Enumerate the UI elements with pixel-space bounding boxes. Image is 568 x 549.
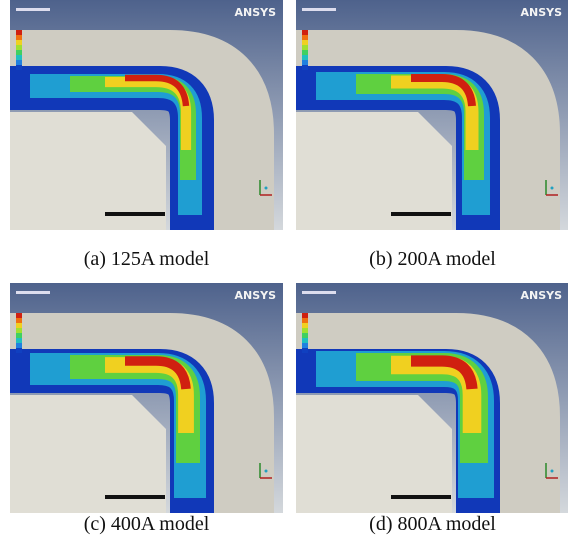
legend-swatch: [16, 318, 22, 323]
stress-plot: ANSYS: [10, 0, 283, 230]
legend-swatch: [16, 50, 22, 55]
legend-swatch: [302, 348, 308, 353]
axis-triad: [265, 187, 268, 190]
legend-swatch: [302, 55, 308, 60]
legend-swatch: [302, 40, 308, 45]
logo: ANSYS: [520, 289, 562, 302]
legend-swatch: [16, 35, 22, 40]
legend-swatch: [302, 343, 308, 348]
scale-bar: [105, 212, 165, 216]
legend-swatch: [16, 348, 22, 353]
logo: ANSYS: [234, 289, 276, 302]
figure: ANSYS (a) 125A model ANSYS (b) 200A model AN…: [0, 0, 568, 549]
legend-swatch: [16, 338, 22, 343]
axis-triad: [551, 187, 554, 190]
legend-swatch: [16, 55, 22, 60]
legend-swatch: [16, 328, 22, 333]
title-strip: [302, 8, 336, 11]
caption: (a) 125A model: [10, 248, 283, 271]
legend-swatch: [302, 328, 308, 333]
scale-bar: [105, 495, 165, 499]
legend-swatch: [302, 50, 308, 55]
legend-swatch: [302, 35, 308, 40]
logo: ANSYS: [234, 6, 276, 19]
legend-swatch: [302, 65, 308, 70]
legend-swatch: [302, 313, 308, 318]
stress-plot: ANSYS: [296, 0, 568, 230]
legend-swatch: [302, 338, 308, 343]
legend-swatch: [16, 333, 22, 338]
caption: (d) 800A model: [296, 513, 568, 536]
title-strip: [16, 8, 50, 11]
legend-swatch: [16, 313, 22, 318]
stress-plot: ANSYS: [296, 283, 568, 513]
axis-triad: [265, 470, 268, 473]
legend-swatch: [16, 30, 22, 35]
title-strip: [302, 291, 336, 294]
legend-swatch: [16, 60, 22, 65]
legend-swatch: [16, 65, 22, 70]
title-strip: [16, 291, 50, 294]
axis-triad: [551, 470, 554, 473]
stress-plot: ANSYS: [10, 283, 283, 513]
logo: ANSYS: [520, 6, 562, 19]
legend-swatch: [16, 40, 22, 45]
legend-swatch: [302, 45, 308, 50]
caption: (b) 200A model: [296, 248, 568, 271]
legend-swatch: [302, 323, 308, 328]
legend-swatch: [16, 343, 22, 348]
legend-swatch: [302, 318, 308, 323]
caption: (c) 400A model: [10, 513, 283, 536]
legend-swatch: [16, 323, 22, 328]
legend-swatch: [16, 45, 22, 50]
legend-swatch: [302, 60, 308, 65]
legend-swatch: [302, 30, 308, 35]
scale-bar: [391, 212, 451, 216]
scale-bar: [391, 495, 451, 499]
legend-swatch: [302, 333, 308, 338]
